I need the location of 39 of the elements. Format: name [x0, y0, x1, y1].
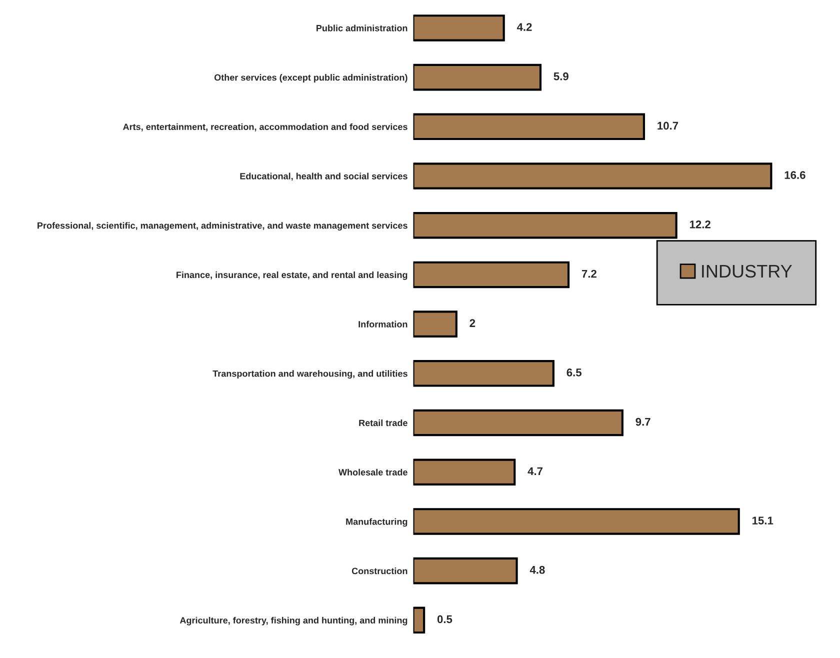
y-tick-label: Retail trade — [359, 419, 408, 426]
y-tick-label: Transportation and warehousing, and utilities — [212, 370, 408, 379]
data-label: 5.9 — [554, 72, 568, 80]
bar — [413, 557, 518, 584]
bar — [413, 409, 624, 436]
y-tick-label: Wholesale trade — [338, 468, 408, 476]
y-tick-label: Educational, health and social services — [240, 172, 408, 181]
bar — [413, 113, 646, 140]
bar — [413, 310, 458, 338]
bar — [413, 508, 740, 535]
y-tick-label: Other services (except public administration) — [214, 74, 408, 82]
data-label: 6.5 — [566, 368, 582, 376]
bar — [413, 606, 426, 634]
data-label: 10.7 — [658, 122, 678, 130]
bar — [413, 261, 570, 288]
y-tick-label: Manufacturing — [346, 518, 408, 527]
y-tick-label: Public administration — [316, 24, 408, 32]
bar — [413, 162, 772, 190]
data-label: 9.7 — [636, 418, 650, 426]
y-tick-label: Arts, entertainment, recreation, accommodation and food services — [123, 123, 408, 132]
y-tick-label: Information — [358, 320, 408, 328]
data-label: 2 — [470, 319, 476, 327]
data-label: 0.5 — [437, 615, 452, 624]
bar — [413, 458, 516, 486]
data-label: 12.2 — [690, 220, 710, 228]
y-tick-label: Construction — [352, 568, 408, 574]
bar — [413, 14, 505, 42]
y-tick-label: Professional, scientific, management, administrative, and waste management services — [38, 222, 408, 231]
data-label: 7.2 — [582, 270, 596, 278]
data-label: 4.7 — [528, 467, 543, 475]
y-tick-label: Finance, insurance, real estate, and rental and leasing — [176, 271, 408, 280]
bar — [413, 360, 554, 387]
data-label: 16.6 — [784, 171, 806, 179]
data-label: 15.1 — [752, 516, 774, 524]
y-tick-label: Agriculture, forestry, fishing and hunting, and mining — [180, 616, 408, 626]
data-label: 4.8 — [530, 566, 545, 574]
bar — [413, 64, 542, 91]
data-label: 4.2 — [516, 23, 532, 31]
legend-label: INDUSTRY — [702, 264, 792, 278]
